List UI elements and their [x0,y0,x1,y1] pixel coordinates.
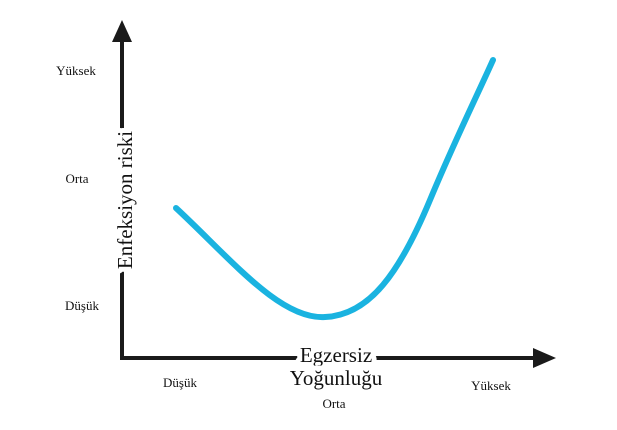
x-level-label: Düşük [163,375,197,390]
y-axis-title: Enfeksiyon riski [113,131,137,269]
x-axis-title: Egzersiz [300,343,372,367]
y-level-label: Yüksek [56,63,96,78]
risk-curve [173,57,496,321]
y-axis-arrow [112,20,132,42]
x-axis-title: Yoğunluğu [290,366,383,390]
y-level-label: Orta [65,171,88,186]
x-level-label: Yüksek [471,378,511,393]
y-level-label: Düşük [65,298,99,313]
x-axis-arrow [533,348,556,368]
x-level-label: Orta [322,396,345,411]
